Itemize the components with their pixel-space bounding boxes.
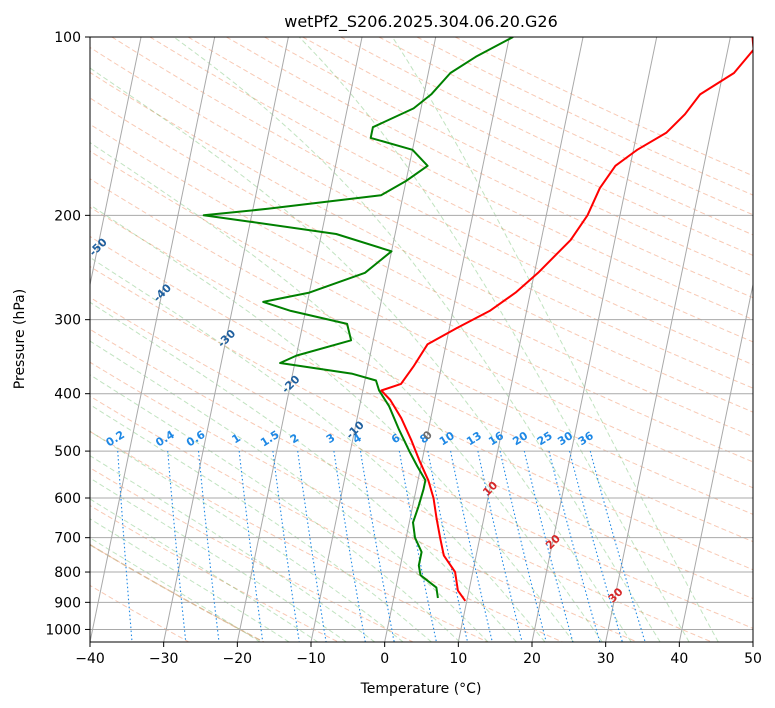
mixing-ratio-line (523, 450, 574, 642)
isotherm-line (236, 37, 363, 642)
x-tick-label: −10 (296, 651, 326, 667)
dry-adiabat-line (111, 37, 753, 366)
dry-adiabat-line (90, 296, 753, 629)
mixing-ratio-line (568, 450, 623, 642)
x-axis-label: Temperature (°C) (360, 681, 482, 697)
mixing-ratio-line (398, 450, 437, 642)
x-tick-label: 20 (523, 651, 541, 667)
dry-adiabat-line (90, 123, 753, 463)
moist-adiabat-line (90, 404, 432, 642)
isotherm-line (163, 37, 289, 642)
moist-adiabat-line (173, 37, 661, 642)
y-tick-label: 800 (54, 565, 81, 581)
moist-adiabat-line (90, 301, 517, 642)
moist-adiabat-line (90, 256, 546, 642)
y-tick-label: 200 (54, 208, 81, 224)
y-tick-label: 1000 (45, 622, 81, 638)
x-tick-label: 40 (670, 651, 688, 667)
x-tick-label: −30 (149, 651, 179, 667)
mixing-ratio-line (272, 451, 300, 642)
y-tick-label: 700 (54, 531, 81, 547)
mixing-ratio-line (548, 450, 601, 642)
moist-adiabat-line (90, 340, 489, 642)
isotherm-label: 40 (668, 638, 688, 658)
axes: −40 −30 −20 −10 0 10 20 30 40 50 100 200 300 400 500 60… (45, 30, 762, 667)
mixing-ratio-line (450, 450, 493, 642)
dry-adiabat-line (90, 206, 753, 543)
dry-adiabat-line (226, 37, 753, 299)
x-tick-label: 0 (380, 651, 389, 667)
dry-adiabat-line (90, 150, 753, 489)
mixing-ratio-line (238, 451, 264, 642)
y-tick-label: 600 (54, 491, 81, 507)
y-tick-label: 400 (54, 387, 81, 403)
y-tick-label: 900 (54, 595, 81, 611)
mixing-ratio-line (197, 451, 220, 642)
isotherm-line (605, 37, 731, 642)
isotherm-line (531, 37, 658, 642)
moist-adiabat-line (90, 141, 603, 642)
mixing-ratio-line (499, 450, 547, 642)
dry-adiabat-line (90, 395, 563, 642)
isotherm-line (384, 37, 510, 642)
y-tick-label: 500 (54, 444, 81, 460)
isotherm-line (90, 37, 142, 288)
background-lines (90, 37, 753, 642)
profile-series (202, 37, 753, 602)
reference-adiabat-line (90, 543, 264, 642)
dry-adiabat-line (90, 361, 638, 642)
mixing-ratio-line (167, 451, 187, 642)
x-tick-label: 30 (597, 651, 615, 667)
isotherm-line (310, 37, 437, 642)
mixing-ratio-line (589, 450, 646, 642)
isotherm-line (678, 282, 753, 642)
x-tick-label: 10 (449, 651, 467, 667)
dry-adiabat-line (90, 430, 488, 642)
mixing-ratio-line (117, 451, 133, 642)
dry-adiabat-line (90, 504, 339, 642)
moist-adiabat-line (90, 477, 347, 642)
y-tick-label: 300 (54, 313, 81, 329)
isotherm-line (457, 37, 584, 642)
moist-adiabat-line (90, 537, 261, 642)
dry-adiabat-line (90, 97, 753, 438)
moist-adiabat-line (90, 455, 376, 642)
chart-title: wetPf2_S206.2025.304.06.20.G26 (284, 12, 558, 32)
x-tick-label: −20 (223, 651, 253, 667)
plot-frame (89, 36, 754, 643)
dry-adiabat-line (90, 328, 712, 642)
moist-adiabat-line (90, 430, 404, 642)
dry-adiabat-line (90, 46, 753, 389)
y-tick-label: 100 (54, 30, 81, 46)
moist-adiabat-line (298, 37, 690, 642)
isotherm-line (90, 37, 216, 642)
mixing-ratio-line (477, 450, 523, 642)
moist-adiabat-line (90, 204, 574, 642)
moist-adiabat-line (90, 374, 461, 642)
dry-adiabat-line (90, 178, 753, 515)
x-tick-label: −40 (75, 651, 105, 667)
mixing-ratio-line (297, 451, 327, 642)
moist-adiabat-line (90, 67, 632, 642)
mixing-ratio-line (427, 450, 469, 642)
y-axis-label: Pressure (hPa) (12, 289, 28, 389)
dry-adiabat-line (90, 265, 753, 600)
x-tick-label: 50 (744, 651, 762, 667)
